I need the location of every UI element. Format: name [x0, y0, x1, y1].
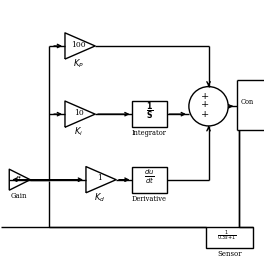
Text: Gain: Gain [10, 192, 27, 200]
Bar [132, 167, 167, 193]
Text: $K_d$: $K_d$ [94, 191, 105, 204]
Text: Con: Con [241, 98, 254, 106]
Bar [206, 227, 253, 248]
Text: 10: 10 [74, 109, 84, 117]
Text: $K_i$: $K_i$ [74, 126, 83, 138]
Text: $K_P$: $K_P$ [73, 58, 84, 70]
Text: 8: 8 [16, 175, 21, 183]
Text: Sensor: Sensor [217, 250, 242, 258]
Text: Integrator: Integrator [132, 129, 167, 137]
Text: $\frac{du}{dt}$: $\frac{du}{dt}$ [144, 167, 155, 186]
Text: +: + [201, 92, 210, 101]
Text: +: + [201, 100, 210, 109]
Text: Derivative: Derivative [132, 195, 167, 202]
Text: 100: 100 [72, 41, 86, 49]
Text: 1: 1 [97, 174, 102, 182]
Text: +: + [201, 110, 210, 119]
Text: $\mathbf{\frac{1}{S}}$: $\mathbf{\frac{1}{S}}$ [146, 100, 153, 122]
Bar [132, 101, 167, 127]
Text: $\frac{1}{0.3s{+}1}$: $\frac{1}{0.3s{+}1}$ [217, 229, 237, 243]
